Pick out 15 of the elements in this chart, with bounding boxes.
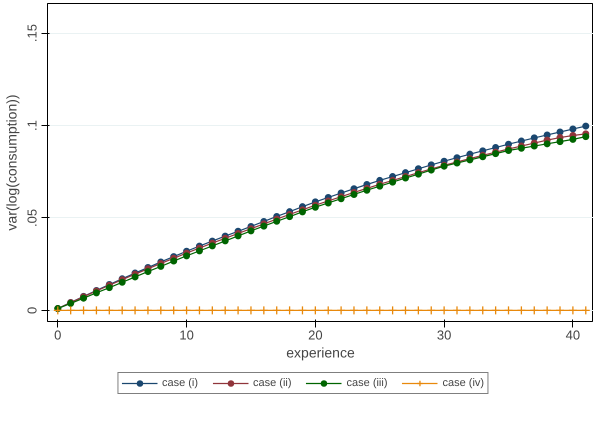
x-tick-label: 40 <box>566 328 580 342</box>
legend-label: case (iv) <box>442 376 484 390</box>
y-tick-label: .15 <box>24 24 40 42</box>
x-tick-label: 0 <box>54 328 62 342</box>
x-axis-title: experience <box>286 344 355 360</box>
y-tick-label: 0 <box>24 306 40 314</box>
x-tick-label: 30 <box>436 328 452 342</box>
x-tick-label: 20 <box>308 328 323 342</box>
y-axis-title: var(log(consumption)) <box>4 94 20 231</box>
legend-label: case (i) <box>162 376 198 390</box>
x-tick-label: 10 <box>179 328 194 342</box>
legend-label: case (ii) <box>253 376 292 390</box>
y-tick-label: .05 <box>24 208 40 227</box>
legend-label: case (iii) <box>346 376 388 390</box>
y-tick-label: .1 <box>24 120 40 131</box>
